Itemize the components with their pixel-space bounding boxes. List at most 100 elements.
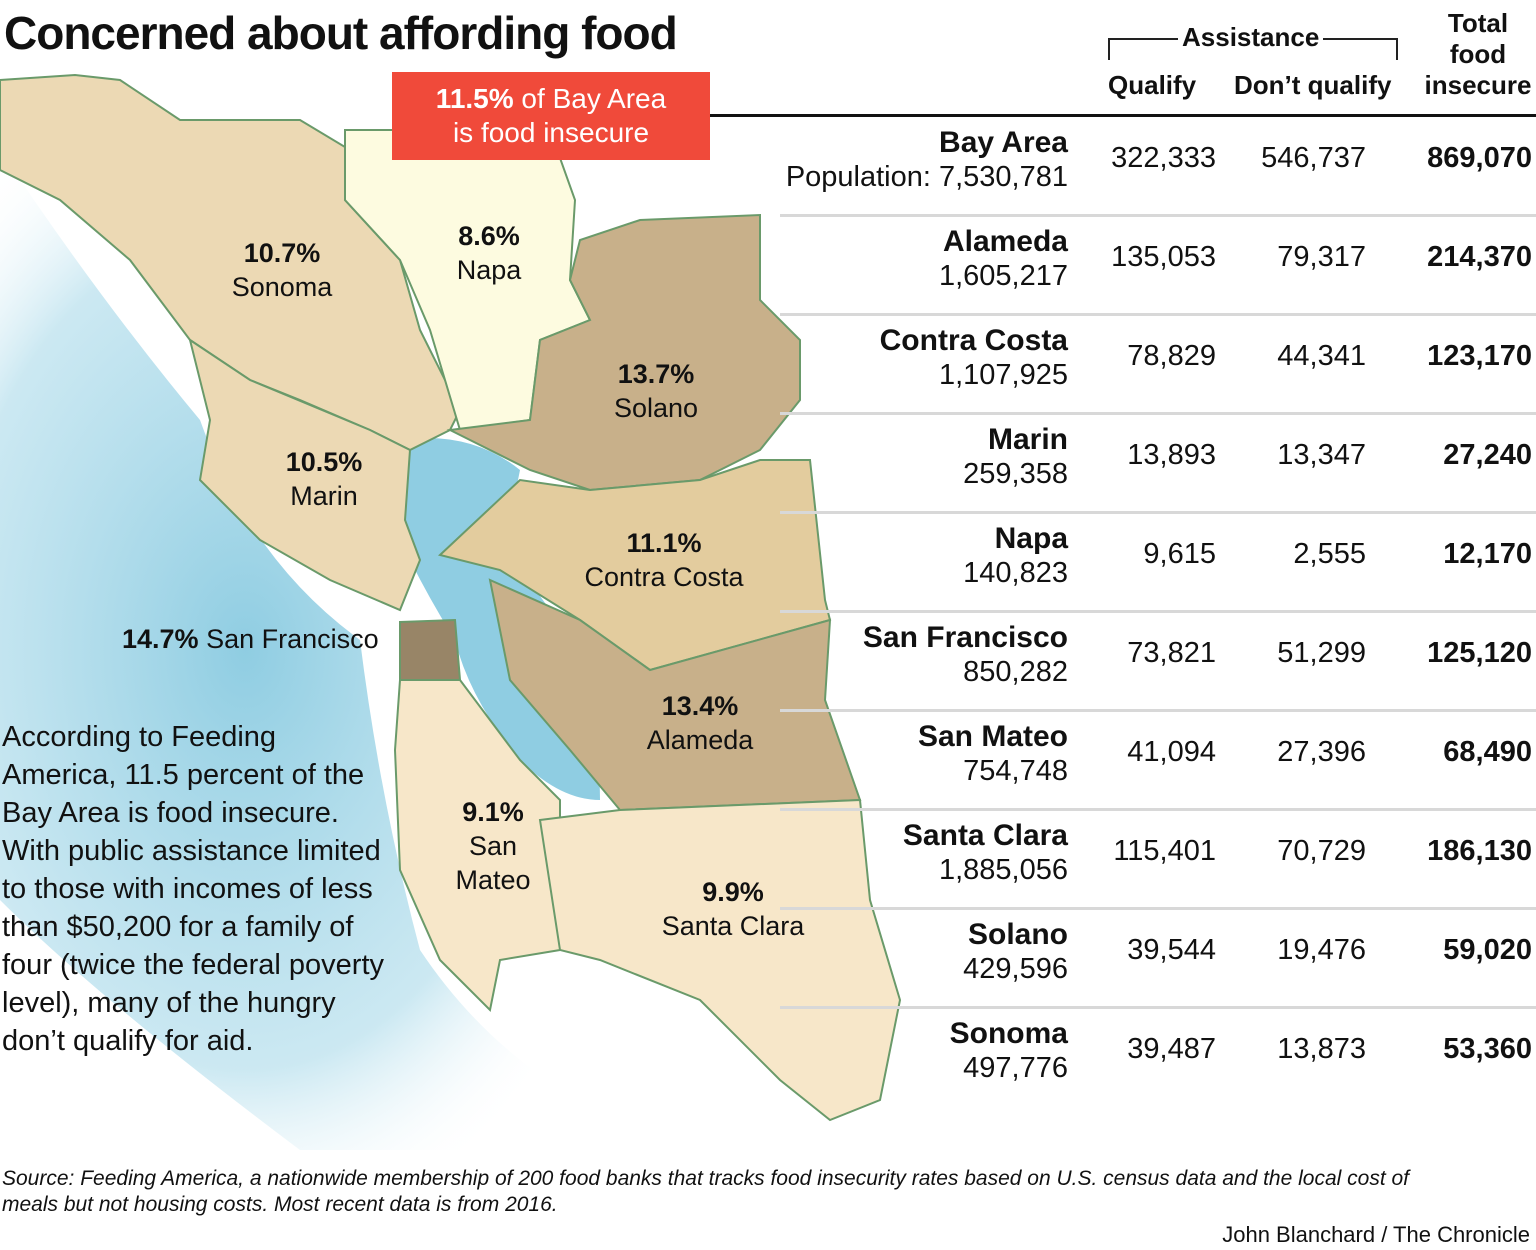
map-name: San [468,831,518,861]
callout-percent: 11.5% [435,83,514,114]
qualify-value: 322,333 [1111,142,1216,174]
total-value: 869,070 [1427,142,1532,174]
map-pct: 9.1% [462,797,524,827]
qualify-value: 39,544 [1127,934,1216,966]
row-population: 259,358 [963,458,1068,490]
row-population: 429,596 [963,953,1068,985]
qualify-value: 73,821 [1127,637,1216,669]
total-header-line: insecure [1424,70,1532,100]
map-name: San Francisco [206,624,379,654]
total-value: 123,170 [1427,340,1532,372]
county-san-mateo [393,679,561,1013]
map-name: Contra Costa [584,562,744,592]
row-population: 1,107,925 [938,359,1068,391]
row-population: 850,282 [963,656,1068,688]
bay-area-callout: 11.5% of Bay Area is food insecure [392,72,710,160]
source-note: Source: Feeding America, a nationwide me… [2,1167,1410,1216]
map-label-alameda: 13.4% Alameda [647,689,754,757]
dont-qualify-header: Don’t qualify [1234,70,1392,100]
map-pct: 8.6% [458,221,520,251]
total-value: 27,240 [1443,439,1532,471]
table-row: Marin 259,358 13,893 13,347 27,240 [780,415,1536,514]
map-label-marin: 10.5% Marin [286,445,363,513]
table-row: Alameda 1,605,217 135,053 79,317 214,370 [780,217,1536,316]
dont-qualify-value: 19,476 [1277,934,1366,966]
map-label-san-mateo: 9.1% San Mateo [455,795,530,897]
map-pct: 13.4% [661,691,739,721]
page-title: Concerned about affording food [4,7,678,59]
total-header-line: Total [1447,8,1509,38]
map-label-solano: 13.7% Solano [614,357,698,425]
table-row: Bay Area Population: 7,530,781 322,333 546,… [780,118,1536,217]
dont-qualify-value: 51,299 [1277,637,1366,669]
assistance-header: Assistance [1178,22,1324,53]
qualify-value: 78,829 [1127,340,1216,372]
county-san-francisco [399,618,462,681]
map-name: Santa Clara [661,911,805,941]
total-value: 53,360 [1443,1033,1532,1065]
map-name: Marin [290,481,358,511]
dont-qualify-value: 79,317 [1277,241,1366,273]
callout-text-2: is food insecure [452,117,650,148]
map-name: Solano [613,393,699,423]
total-value: 186,130 [1427,835,1532,867]
qualify-header: Qualify [1108,70,1197,100]
row-population: 1,605,217 [938,260,1068,292]
data-table: Bay Area Population: 7,530,781 322,333 546,… [780,118,1536,1105]
dont-qualify-value: 546,737 [1261,142,1366,174]
qualify-value: 9,615 [1143,538,1216,570]
map-pct: 9.9% [702,877,764,907]
row-population: Population: 7,530,781 [785,161,1068,193]
total-value: 125,120 [1427,637,1532,669]
qualify-value: 41,094 [1127,736,1216,768]
dont-qualify-value: 2,555 [1293,538,1366,570]
total-header-line: food [1449,39,1507,69]
qualify-value: 135,053 [1111,241,1216,273]
map-label-sonoma: 10.7% Sonoma [232,236,333,304]
row-name: San Francisco [862,621,1068,654]
row-name: Napa [994,522,1068,555]
qualify-value: 13,893 [1127,439,1216,471]
row-population: 1,885,056 [938,854,1068,886]
qualify-value: 39,487 [1127,1033,1216,1065]
dont-qualify-value: 44,341 [1277,340,1366,372]
table-row: San Mateo 754,748 41,094 27,396 68,490 [780,712,1536,811]
total-value: 59,020 [1443,934,1532,966]
table-top-rule [710,114,1536,117]
row-name: Bay Area [939,126,1068,159]
ocean-shading [0,150,700,1150]
row-name: Sonoma [949,1017,1068,1050]
dont-qualify-value: 70,729 [1277,835,1366,867]
map-name: Napa [456,255,522,285]
row-population: 754,748 [963,755,1068,787]
county-marin [188,337,422,612]
total-value: 12,170 [1443,538,1532,570]
row-population: 497,776 [963,1052,1068,1084]
callout-text: of Bay Area [513,83,667,114]
dont-qualify-value: 27,396 [1277,736,1366,768]
table-row: San Francisco 850,282 73,821 51,299 125,120 [780,613,1536,712]
table-row: Solano 429,596 39,544 19,476 59,020 [780,910,1536,1009]
row-name: San Mateo [917,720,1068,753]
map-name: Mateo [455,865,531,895]
table-row: Sonoma 497,776 39,487 13,873 53,360 [780,1009,1536,1105]
map-label-contra-costa: 11.1% Contra Costa [584,526,743,594]
map-label-san-francisco: 14.7% San Francisco [122,624,379,655]
total-value: 68,490 [1443,736,1532,768]
map-label-napa: 8.6% Napa [457,219,522,287]
map-pct: 10.7% [243,238,321,268]
bay-area-map [0,0,940,1170]
map-name: Sonoma [231,272,333,302]
qualify-value: 115,401 [1113,835,1216,867]
table-row: Santa Clara 1,885,056 115,401 70,729 186,130 [780,811,1536,910]
map-label-santa-clara: 9.9% Santa Clara [662,875,805,943]
row-name: Contra Costa [879,324,1068,357]
row-name: Solano [967,918,1068,951]
dont-qualify-value: 13,873 [1277,1033,1366,1065]
body-text: According to Feeding America, 11.5 perce… [2,721,385,1057]
map-pct: 10.5% [285,447,363,477]
table-row: Napa 140,823 9,615 2,555 12,170 [780,514,1536,613]
credit: John Blanchard / The Chronicle [1222,1222,1530,1247]
row-population: 140,823 [963,557,1068,589]
